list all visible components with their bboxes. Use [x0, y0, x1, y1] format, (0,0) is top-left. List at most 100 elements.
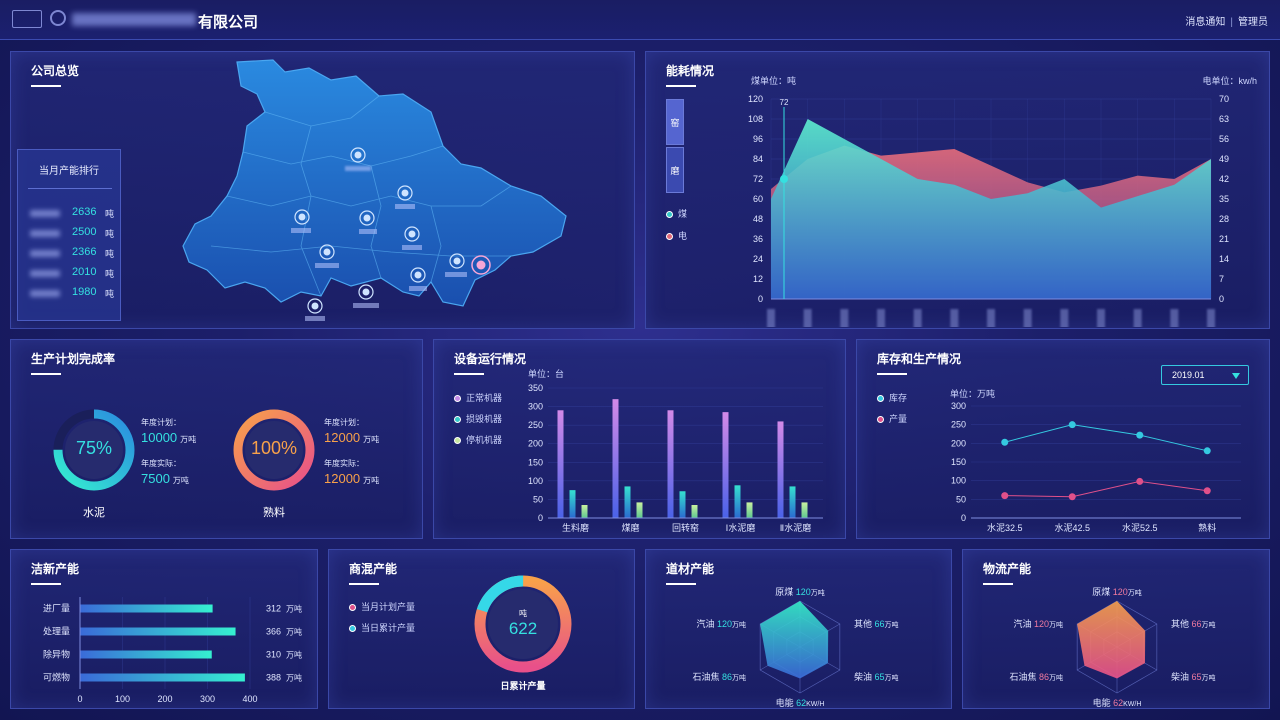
bar: [581, 505, 588, 518]
radar-label-name: 石油焦: [1009, 671, 1039, 682]
y-tick-right: 70: [1219, 94, 1229, 104]
bar: [679, 491, 686, 518]
redacted-name: [30, 230, 60, 237]
y-tick-left: 84: [753, 154, 763, 164]
radar-label-name: 柴油: [854, 671, 875, 682]
top-bar: 有限公司 消息通知 | 管理员: [0, 0, 1280, 40]
location-marker[interactable]: [350, 147, 366, 163]
y-tick: 50: [533, 494, 543, 504]
radar-label-value: 120: [796, 587, 811, 597]
legend-stock: 库存: [877, 391, 907, 404]
x-tick-redacted: [1170, 309, 1179, 327]
logo-emblem-icon: [50, 10, 66, 26]
concrete-donut: [474, 575, 572, 673]
location-marker[interactable]: [319, 244, 335, 260]
cement-plan-label: 年度计划：: [141, 418, 181, 427]
y-tick-right: 14: [1219, 254, 1229, 264]
panel-title: 洁新产能: [31, 562, 80, 576]
radar-label-value: 66: [1192, 619, 1202, 629]
title-underline: [31, 85, 61, 87]
clinker-actual-value: 12000: [324, 471, 361, 486]
y-tick-right: 0: [1219, 294, 1224, 304]
radar-label-unit: 万吨: [1128, 588, 1142, 597]
x-tick: 300: [200, 694, 215, 704]
data-point: [1001, 438, 1009, 446]
bar-value: 312: [266, 604, 281, 614]
redacted-name: [30, 290, 60, 297]
title-underline: [877, 373, 907, 375]
clinker-actual-label: 年度实际：: [324, 459, 364, 468]
bar-unit: 万吨: [286, 650, 302, 660]
y-tick-right: 7: [1219, 274, 1224, 284]
unit-label: 万吨: [172, 476, 189, 485]
clean-capacity-panel: 洁新产能 0 100 200 300 400 进厂量 312 万吨 处理量 366 万吨 除异物 310…: [10, 549, 318, 709]
legend-damaged: 损毁机器: [454, 412, 502, 425]
legend-label: 库存: [889, 393, 908, 403]
y-tick: 300: [528, 402, 543, 412]
ranking-row: 2500 吨: [30, 226, 120, 240]
location-marker[interactable]: [449, 253, 465, 269]
energy-panel: 能耗情况 窑 磨 煤 电 煤单位：吨 电单位：kw/h 0 12 24 36 48 60 7…: [645, 51, 1270, 329]
date-select[interactable]: 2019.01: [1161, 365, 1249, 385]
messages-link[interactable]: 消息通知: [1185, 17, 1226, 28]
radar-label-value: 62: [796, 698, 806, 707]
x-tick-label: 水泥42.5: [1054, 522, 1090, 533]
y-tick-right: 42: [1219, 174, 1229, 184]
title-underline: [666, 583, 696, 585]
cement-label: 水泥: [83, 507, 105, 519]
ranking-row: 2636 吨: [30, 206, 120, 220]
legend-daily-total: 当日累计产量: [349, 621, 415, 634]
map-labels: [291, 166, 467, 321]
admin-link[interactable]: 管理员: [1238, 17, 1268, 28]
marker-label: 72: [780, 98, 789, 107]
clinker-plan-label: 年度计划：: [324, 418, 364, 427]
location-marker[interactable]: [410, 267, 426, 283]
x-tick-redacted: [987, 309, 995, 327]
location-dot: [401, 189, 409, 197]
y-tick: 0: [538, 513, 543, 523]
x-tick-label: 水泥52.5: [1122, 522, 1158, 533]
radar-label-value: 86: [722, 672, 732, 682]
location-marker[interactable]: [404, 226, 420, 242]
location-marker-highlight[interactable]: [471, 255, 491, 275]
donut-center: [488, 589, 558, 659]
x-tick: 200: [157, 694, 172, 704]
y-tick: 150: [528, 457, 543, 467]
radar-label-unit: KW/H: [1123, 701, 1141, 707]
location-marker[interactable]: [359, 210, 375, 226]
legend-label: 煤: [678, 209, 688, 219]
ranking-value: 2500: [72, 226, 97, 238]
bar: [667, 410, 674, 518]
bar-value: 366: [266, 627, 281, 637]
x-tick: 0: [77, 694, 82, 704]
y-tick-right: 28: [1219, 214, 1229, 224]
x-tick-label: Ⅰ水泥磨: [726, 522, 756, 533]
tab-kiln[interactable]: 窑: [666, 99, 684, 145]
tab-mill[interactable]: 磨: [666, 147, 684, 193]
tab-label: 窑: [670, 117, 680, 128]
series-area-electricity: [771, 119, 1211, 299]
cement-actual-value: 7500: [141, 471, 170, 486]
bar: [734, 485, 741, 518]
bar-value: 388: [266, 673, 281, 683]
marker-dot: [780, 175, 788, 183]
date-value: 2019.01: [1172, 370, 1205, 380]
header-separator: |: [1230, 17, 1233, 28]
ranking-value: 2636: [72, 206, 97, 218]
redacted-name: [30, 250, 60, 257]
x-tick-redacted: [1060, 309, 1069, 327]
ranking-unit: 吨: [105, 249, 115, 259]
cement-actual: 7500 万吨: [141, 471, 189, 486]
electricity-unit: 电单位：kw/h: [1202, 76, 1257, 86]
location-marker[interactable]: [294, 209, 310, 225]
location-marker[interactable]: [397, 185, 413, 201]
divider: [28, 188, 112, 189]
location-marker[interactable]: [307, 298, 323, 314]
radar-label: 石油焦 86万吨: [692, 671, 746, 682]
location-marker[interactable]: [358, 284, 374, 300]
radar-label-name: 汽油: [696, 618, 717, 629]
company-overview-panel: 公司总览 当月产能排行 2636 吨 2500 吨 2366 吨 2010 吨 1980…: [10, 51, 635, 329]
radar-label-name: 电能: [1093, 697, 1114, 707]
y-tick: 0: [961, 513, 966, 523]
ranking-title: 当月产能排行: [39, 166, 99, 177]
